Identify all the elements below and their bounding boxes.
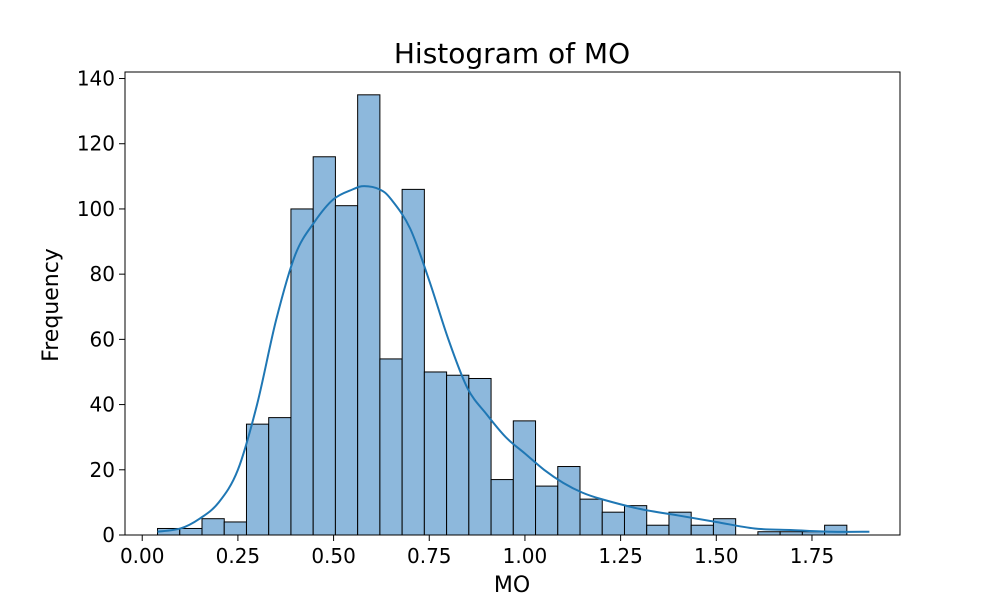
y-tick-label: 40 (90, 393, 115, 417)
chart-title: Histogram of MO (394, 37, 630, 70)
x-tick-label: 1.50 (694, 544, 739, 568)
histogram-bar (646, 524, 670, 536)
histogram-bar (535, 485, 559, 536)
plot-frame (124, 71, 901, 536)
histogram-bar (512, 420, 537, 536)
histogram-bar (268, 417, 292, 536)
histogram-bar (401, 188, 425, 536)
histogram-bar (334, 205, 359, 536)
histogram-bar (423, 371, 448, 536)
y-tick-label: 60 (90, 327, 115, 351)
histogram-bar (579, 498, 603, 536)
histogram-bar (223, 521, 247, 536)
histogram-bar (179, 527, 203, 536)
histogram-bar (490, 479, 514, 536)
y-tick-label: 80 (90, 262, 115, 286)
x-tick-label: 0.25 (216, 544, 261, 568)
x-tick-label: 1.25 (598, 544, 643, 568)
histogram-bar (824, 524, 848, 536)
histogram-bar (201, 518, 225, 536)
y-axis-label: Frequency (39, 248, 64, 362)
x-axis-label: MO (494, 573, 530, 598)
histogram-bar (557, 466, 581, 536)
y-tick-label: 140 (77, 67, 115, 91)
histogram-bars (157, 94, 848, 536)
histogram-bar (357, 94, 381, 536)
y-tick-label: 20 (90, 458, 115, 482)
x-tick-label: 0.00 (120, 544, 165, 568)
x-tick-label: 0.50 (311, 544, 356, 568)
y-tick-label: 0 (102, 523, 115, 547)
histogram-bar (468, 377, 492, 536)
histogram-bar (690, 524, 714, 536)
histogram-bar (601, 511, 625, 536)
y-axis: 0 20 40 60 80 100 120 140 (77, 67, 125, 547)
x-axis: 0.00 0.25 0.50 0.75 1.00 1.25 1.50 1.75 (120, 535, 834, 568)
kde-curve (157, 185, 870, 533)
histogram-bar (446, 374, 470, 536)
x-tick-label: 1.75 (790, 544, 835, 568)
histogram-bar (245, 423, 270, 536)
x-tick-label: 0.75 (407, 544, 452, 568)
y-tick-label: 120 (77, 132, 115, 156)
histogram-bar (379, 358, 403, 536)
histogram-bar (312, 156, 336, 536)
y-tick-label: 100 (77, 197, 115, 221)
x-tick-label: 1.00 (503, 544, 548, 568)
